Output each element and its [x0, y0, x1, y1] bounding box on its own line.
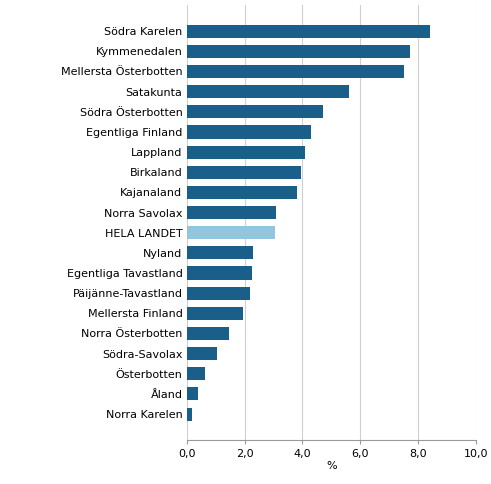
Bar: [187, 287, 250, 300]
Bar: [187, 408, 192, 421]
Bar: [187, 327, 229, 340]
Bar: [187, 246, 253, 259]
Bar: [187, 105, 323, 119]
Bar: [187, 146, 305, 159]
Bar: [187, 166, 301, 179]
X-axis label: %: %: [326, 461, 337, 471]
Bar: [187, 307, 243, 320]
Bar: [187, 206, 276, 219]
Bar: [187, 85, 349, 98]
Bar: [187, 25, 430, 38]
Bar: [187, 387, 198, 400]
Bar: [187, 226, 275, 239]
Bar: [187, 186, 297, 199]
Bar: [187, 65, 404, 78]
Bar: [187, 367, 205, 380]
Bar: [187, 347, 217, 360]
Bar: [187, 45, 409, 58]
Bar: [187, 267, 252, 280]
Bar: [187, 125, 311, 138]
